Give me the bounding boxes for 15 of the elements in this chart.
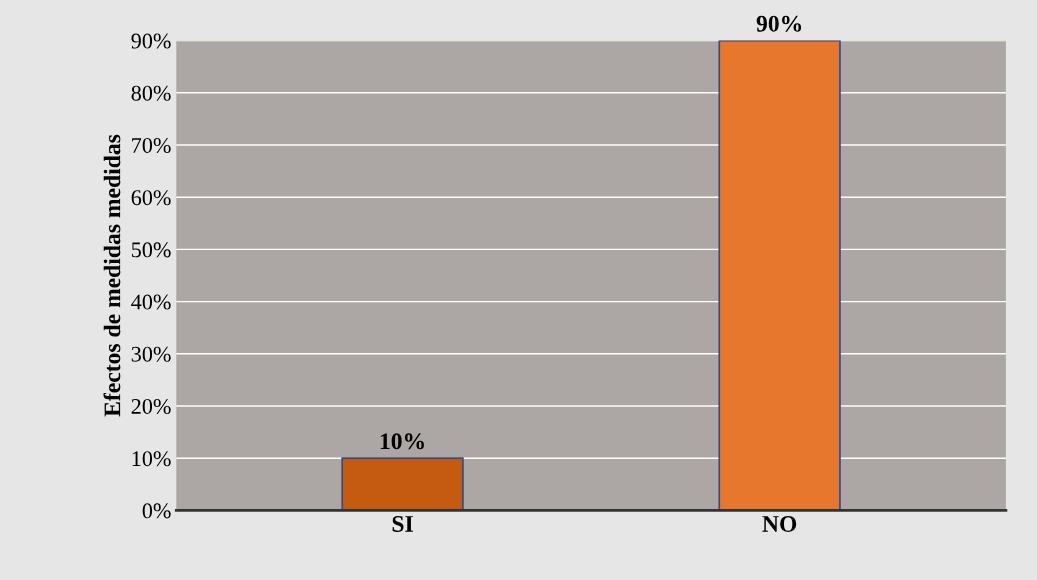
y-tick-label: 70% — [132, 137, 171, 153]
x-tick-label: NO — [762, 516, 797, 532]
y-tick-label: 90% — [131, 33, 171, 49]
y-axis-title: Efectos de medidas medidas — [103, 134, 121, 417]
data-label: 10% — [380, 433, 424, 450]
y-tick-label: 20% — [131, 398, 171, 414]
y-tick-label: 10% — [132, 451, 171, 467]
y-tick-label: 80% — [131, 85, 171, 101]
y-tick-label: 30% — [131, 346, 171, 362]
y-tick-label: 60% — [131, 190, 171, 206]
y-tick-label: 50% — [131, 242, 171, 258]
y-tick-label: 40% — [131, 294, 171, 310]
x-tick-label: SI — [392, 516, 413, 532]
data-label: 90% — [756, 15, 802, 32]
y-tick-label: 0% — [142, 503, 171, 519]
